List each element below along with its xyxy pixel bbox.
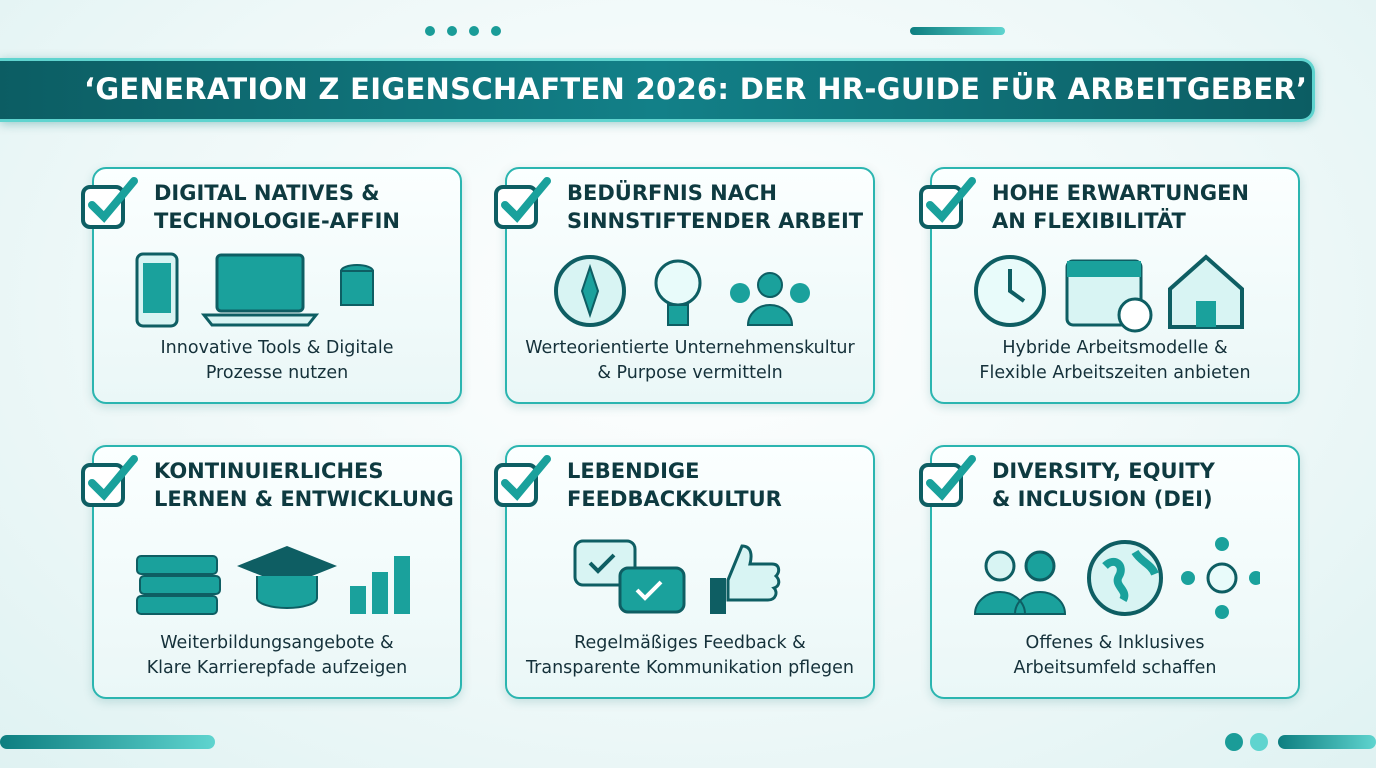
icon-svg xyxy=(135,252,374,328)
page-title: ‘GENERATION Z EIGENSCHAFTEN 2026: DER HR… xyxy=(84,72,1308,106)
card-title-line: FEEDBACKKULTUR xyxy=(567,487,782,511)
decor-bar xyxy=(1278,735,1376,749)
icon-svg xyxy=(974,254,1244,333)
title-banner xyxy=(0,58,1315,122)
card-icons xyxy=(970,249,1260,337)
card-description: Innovative Tools & Digitale Prozesse nutz… xyxy=(87,336,467,386)
card-title-line: BEDÜRFNIS NACH xyxy=(567,181,777,205)
decor-dot xyxy=(1225,733,1243,751)
card-icons xyxy=(545,536,835,624)
card: KONTINUIERLICHES LERNEN & ENTWICKLUNG Wei… xyxy=(81,445,462,699)
card-title-line: SINNSTIFTENDER ARBEIT xyxy=(567,209,864,233)
check-svg xyxy=(494,455,551,507)
card-title-line: LEBENDIGE xyxy=(567,459,700,483)
card-title: BEDÜRFNIS NACH SINNSTIFTENDER ARBEIT xyxy=(567,179,863,235)
checkbox-icon xyxy=(493,455,553,513)
card-icons xyxy=(970,536,1263,624)
icon-svg xyxy=(573,539,781,614)
icon-svg xyxy=(554,255,810,327)
card-title-line: TECHNOLOGIE-AFFIN xyxy=(154,209,401,233)
card: DIGITAL NATIVES & TECHNOLOGIE-AFFIN Innov… xyxy=(81,167,462,404)
card: LEBENDIGE FEEDBACKKULTUR Regelmäßiges Fee… xyxy=(494,445,875,699)
card-description-line: Prozesse nutzen xyxy=(205,363,349,383)
decor-dot xyxy=(1250,733,1268,751)
decor-bar xyxy=(0,735,215,749)
card: DIVERSITY, EQUITY & INCLUSION (DEI) Offen… xyxy=(919,445,1300,699)
card-description-line: Hybride Arbeitsmodelle & xyxy=(1002,338,1228,358)
check-svg xyxy=(919,455,976,507)
card-description: Offenes & Inklusives Arbeitsumfeld schaff… xyxy=(925,631,1305,681)
card-description-line: Klare Karrierepfade aufzeigen xyxy=(146,658,408,678)
card-title-line: AN FLEXIBILITÄT xyxy=(992,209,1186,233)
card-description: Werteorientierte Unternehmenskultur & Pur… xyxy=(500,336,880,386)
card-description: Regelmäßiges Feedback & Transparente Komm… xyxy=(500,631,880,681)
card-description-line: Offenes & Inklusives xyxy=(1025,633,1205,653)
card: BEDÜRFNIS NACH SINNSTIFTENDER ARBEIT Wert… xyxy=(494,167,875,404)
card-title: DIGITAL NATIVES & TECHNOLOGIE-AFFIN xyxy=(154,179,400,235)
checkbox-icon xyxy=(918,455,978,513)
card-title: LEBENDIGE FEEDBACKKULTUR xyxy=(567,457,782,513)
icon-svg xyxy=(136,545,410,615)
card-title-line: & INCLUSION (DEI) xyxy=(992,487,1213,511)
card-description-line: Werteorientierte Unternehmenskultur xyxy=(525,338,855,358)
card-title: DIVERSITY, EQUITY & INCLUSION (DEI) xyxy=(992,457,1215,513)
decor-dot xyxy=(447,26,457,36)
card-description-line: Regelmäßiges Feedback & xyxy=(574,633,806,653)
card-description-line: Transparente Kommunikation pflegen xyxy=(526,658,854,678)
check-svg xyxy=(919,177,976,229)
card-icons xyxy=(132,249,422,337)
check-svg xyxy=(81,455,138,507)
checkbox-icon xyxy=(918,177,978,235)
card-title: KONTINUIERLICHES LERNEN & ENTWICKLUNG xyxy=(154,457,454,513)
decor-dot xyxy=(469,26,479,36)
card-description-line: Innovative Tools & Digitale xyxy=(160,338,394,358)
decor-bar xyxy=(910,27,1005,35)
card-title-line: LERNEN & ENTWICKLUNG xyxy=(154,487,454,511)
card-title-line: HOHE ERWARTUNGEN xyxy=(992,181,1249,205)
card-description-line: Arbeitsumfeld schaffen xyxy=(1013,658,1217,678)
check-svg xyxy=(494,177,551,229)
card-title: HOHE ERWARTUNGEN AN FLEXIBILITÄT xyxy=(992,179,1249,235)
check-svg xyxy=(81,177,138,229)
card: HOHE ERWARTUNGEN AN FLEXIBILITÄT Hybride … xyxy=(919,167,1300,404)
card-title-line: DIGITAL NATIVES & xyxy=(154,181,380,205)
checkbox-icon xyxy=(80,177,140,235)
checkbox-icon xyxy=(80,455,140,513)
card-description: Hybride Arbeitsmodelle & Flexible Arbeits… xyxy=(925,336,1305,386)
icon-svg xyxy=(973,536,1263,619)
card-icons xyxy=(545,249,835,337)
card-description-line: Weiterbildungsangebote & xyxy=(160,633,394,653)
card-title-line: DIVERSITY, EQUITY xyxy=(992,459,1215,483)
card-description-line: & Purpose vermitteln xyxy=(597,363,783,383)
card-icons xyxy=(132,536,422,624)
decor-dot xyxy=(491,26,501,36)
decor-dot xyxy=(425,26,435,36)
card-description-line: Flexible Arbeitszeiten anbieten xyxy=(979,363,1251,383)
card-description: Weiterbildungsangebote & Klare Karrierepf… xyxy=(87,631,467,681)
card-title-line: KONTINUIERLICHES xyxy=(154,459,384,483)
checkbox-icon xyxy=(493,177,553,235)
